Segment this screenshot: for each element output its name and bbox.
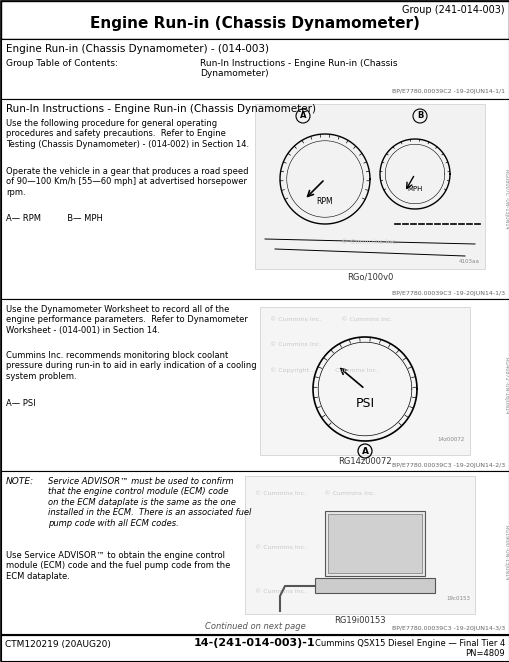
Bar	[1, 635, 508, 661]
Text: Use Service ADVISOR™ to obtain the engine control
module (ECM) code and the fuel: Use Service ADVISOR™ to obtain the engin…	[6, 551, 230, 581]
Text: RPM: RPM	[316, 197, 333, 206]
Text: © Cummins Inc.: © Cummins Inc.	[269, 342, 321, 347]
Text: Cummins QSX15 Diesel Engine — Final Tier 4: Cummins QSX15 Diesel Engine — Final Tier…	[314, 639, 504, 648]
Bar	[1, 99, 508, 299]
Text: Engine Run-in (Chassis Dynamometer) - (014-003): Engine Run-in (Chassis Dynamometer) - (0…	[6, 44, 268, 54]
Text: NOTE:: NOTE:	[6, 477, 34, 486]
Bar	[1, 299, 508, 471]
Bar	[1, 471, 508, 634]
Text: BP/E7780.00039C3 -19-20JUN14-2/3: BP/E7780.00039C3 -19-20JUN14-2/3	[391, 463, 504, 468]
Text: © Cummins Inc.: © Cummins Inc.	[254, 545, 305, 550]
Text: Group Table of Contents:: Group Table of Contents:	[6, 59, 118, 68]
Text: © Cummins Inc.: © Cummins Inc.	[341, 239, 398, 245]
Text: Operate the vehicle in a gear that produces a road speed
of 90—100 Km/h [55—60 m: Operate the vehicle in a gear that produ…	[6, 167, 248, 197]
Text: B: B	[416, 111, 422, 120]
Text: RG08007C -UN-13JUN14: RG08007C -UN-13JUN14	[503, 169, 508, 229]
Bar	[1, 1, 508, 39]
Text: RGo/100v0: RGo/100v0	[346, 272, 392, 281]
Text: RG40872 -UN-16JUN14: RG40872 -UN-16JUN14	[503, 357, 508, 413]
Text: Run-In Instructions - Engine Run-in (Chassis Dynamometer): Run-In Instructions - Engine Run-in (Cha…	[6, 104, 316, 114]
Text: Service ADVISOR™ must be used to confirm
that the engine control module (ECM) co: Service ADVISOR™ must be used to confirm…	[48, 477, 251, 528]
Text: © Copyright...          Cummins Inc.: © Copyright... Cummins Inc.	[269, 367, 377, 373]
Text: 4103aa: 4103aa	[458, 259, 479, 264]
Text: Use the Dynamometer Worksheet to record all of the
engine performance parameters: Use the Dynamometer Worksheet to record …	[6, 305, 247, 335]
Text: BP/E7780.00039C3 -19-20JUN14-1/3: BP/E7780.00039C3 -19-20JUN14-1/3	[391, 291, 504, 296]
Bar	[244, 476, 474, 614]
Text: PSI: PSI	[355, 397, 374, 410]
Text: RG19i00153: RG19i00153	[333, 616, 385, 625]
Text: © Cummins Inc.: © Cummins Inc.	[254, 589, 305, 594]
Text: Cummins Inc. recommends monitoring block coolant
pressure during run-in to aid i: Cummins Inc. recommends monitoring block…	[6, 351, 256, 381]
Text: BP/E7780.00039C3 -19-20JUN14-3/3: BP/E7780.00039C3 -19-20JUN14-3/3	[391, 626, 504, 631]
Text: BP/E7780.00039C2 -19-20JUN14-1/1: BP/E7780.00039C2 -19-20JUN14-1/1	[391, 89, 504, 94]
Text: A: A	[361, 446, 368, 455]
Text: MPH: MPH	[407, 186, 422, 192]
Text: RG19i00 -UN-13JUN14: RG19i00 -UN-13JUN14	[503, 525, 508, 579]
Bar	[260, 307, 469, 455]
Text: CTM120219 (20AUG20): CTM120219 (20AUG20)	[5, 640, 110, 649]
Text: A— PSI: A— PSI	[6, 399, 36, 408]
Text: Continued on next page: Continued on next page	[204, 622, 305, 631]
Text: RG14z00072: RG14z00072	[337, 457, 391, 466]
Bar	[1, 39, 508, 99]
Text: PN=4809: PN=4809	[465, 649, 504, 658]
Bar	[254, 104, 484, 269]
Text: A— RPM          B— MPH: A— RPM B— MPH	[6, 214, 103, 223]
Bar	[324, 511, 424, 576]
Bar	[315, 578, 434, 593]
Text: Engine Run-in (Chassis Dynamometer): Engine Run-in (Chassis Dynamometer)	[90, 16, 419, 31]
Text: Use the following procedure for general operating
procedures and safety precauti: Use the following procedure for general …	[6, 119, 248, 149]
Text: © Cummins Inc.         © Cummins Inc.: © Cummins Inc. © Cummins Inc.	[254, 491, 375, 496]
Text: Group (241-014-003): Group (241-014-003)	[402, 5, 504, 15]
Text: 14z00072: 14z00072	[437, 437, 464, 442]
Text: Run-In Instructions - Engine Run-in (Chassis
Dynamometer): Run-In Instructions - Engine Run-in (Cha…	[200, 59, 397, 78]
Text: 19c0153: 19c0153	[445, 596, 469, 601]
Text: © Cummins Inc.          © Cummins Inc.: © Cummins Inc. © Cummins Inc.	[269, 317, 392, 322]
Text: A: A	[299, 111, 305, 120]
Text: 14-(241-014-003)-1: 14-(241-014-003)-1	[194, 638, 315, 648]
Bar	[327, 514, 421, 573]
